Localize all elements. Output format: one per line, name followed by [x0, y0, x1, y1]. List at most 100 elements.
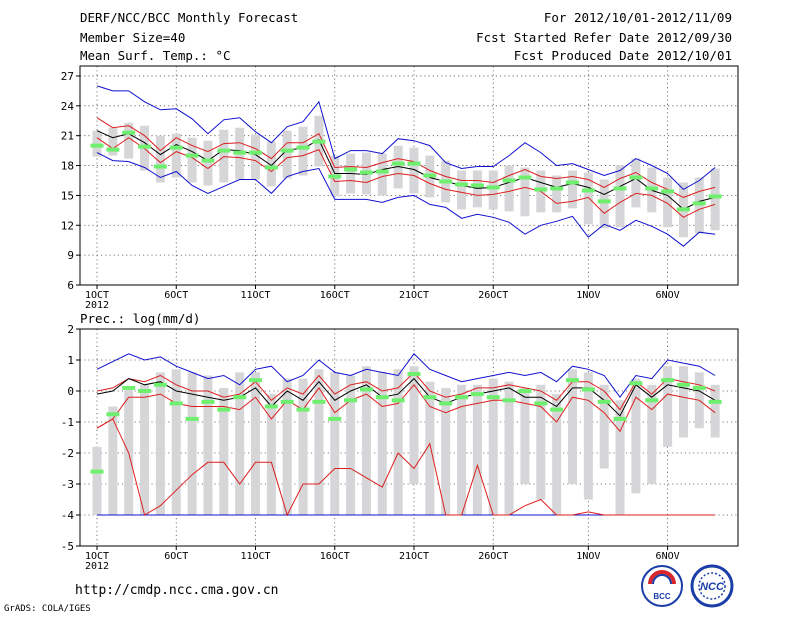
prec-obs-day-34 — [613, 416, 627, 421]
prec-box-day-18 — [361, 366, 371, 515]
prec-obs-day-22 — [423, 395, 437, 400]
prec-box-day-30 — [552, 394, 562, 515]
temp-xtick-sublabel: 2012 — [85, 300, 109, 311]
prec-box-day-19 — [377, 372, 387, 515]
prec-obs-day-23 — [439, 401, 453, 406]
temp-box-day-11 — [251, 134, 260, 180]
temp-frame — [79, 65, 739, 286]
variable-label: Mean Surf. Temp.: °C — [80, 48, 231, 63]
temp-obs-day-10 — [233, 150, 247, 155]
prec-xtick-label: 21OCT — [399, 551, 429, 562]
prec-obs-day-11 — [249, 378, 262, 383]
temp-ytick-label: 18 — [61, 160, 74, 173]
prec-obs-day-19 — [375, 395, 389, 400]
prec-obs-day-18 — [359, 387, 373, 392]
temp-obs-day-11 — [249, 150, 262, 155]
prec-box-day-7 — [187, 372, 197, 515]
temp-obs-day-14 — [296, 145, 310, 150]
prec-lower-extreme-spread-line — [96, 418, 716, 517]
temp-obs-day-5 — [153, 164, 167, 169]
temp-obs-day-21 — [407, 161, 421, 166]
temp-box-day-8 — [203, 140, 213, 186]
temp-obs-day-33 — [597, 199, 611, 204]
ncc-logo: NCC — [690, 564, 734, 608]
source-url[interactable]: http://cmdp.ncc.cma.gov.cn — [75, 583, 279, 598]
temp-box-day-24 — [457, 170, 467, 210]
temp-obs-day-19 — [375, 169, 389, 174]
prec-box-day-31 — [568, 369, 577, 484]
temp-maximum-line — [96, 85, 716, 191]
fcst-produced-date: Fcst Produced Date 2012/10/01 — [513, 48, 732, 63]
temp-obs-day-9 — [217, 148, 231, 153]
temp-ytick-label: 15 — [61, 189, 74, 202]
prec-obs-day-3 — [122, 385, 136, 390]
temp-obs-day-2 — [106, 147, 120, 152]
member-size: Member Size=40 — [80, 30, 186, 45]
grads-credit: GrADS: COLA/IGES — [4, 604, 91, 614]
prec-ytick-label: -4 — [61, 509, 75, 522]
prec-obs-day-5 — [153, 382, 167, 387]
prec-box-day-35 — [631, 378, 641, 494]
temp-obs-day-28 — [518, 175, 532, 180]
prec-box-day-20 — [393, 369, 403, 515]
temp-box-day-40 — [710, 168, 720, 231]
prec-box-day-24 — [457, 384, 467, 515]
temp-ytick-label: 21 — [61, 130, 74, 143]
temp-box-day-9 — [219, 129, 229, 183]
temp-box-day-14 — [298, 126, 308, 176]
prec-obs-day-32 — [581, 387, 595, 392]
prec-xtick-label: 1OCT — [85, 551, 109, 562]
prec-obs-day-27 — [502, 398, 516, 403]
prec-maximum-line — [96, 353, 716, 399]
temp-box-day-25 — [472, 170, 482, 208]
prec-ytick-label: -5 — [61, 540, 74, 553]
prec-box-day-9 — [219, 387, 229, 515]
temp-obs-day-15 — [312, 139, 326, 144]
bcc-logo-text: BCC — [653, 592, 671, 601]
prec-xtick-label: 16OCT — [320, 551, 350, 562]
prec-ytick-label: 0 — [67, 385, 74, 398]
temp-lower-spread-line — [96, 137, 716, 218]
temp-obs-day-4 — [138, 144, 152, 149]
temp-obs-day-40 — [708, 194, 722, 199]
temp-obs-day-3 — [122, 130, 136, 135]
prec-obs-day-17 — [344, 398, 358, 403]
temp-xtick-label: 6OCT — [164, 290, 188, 301]
prec-obs-day-38 — [676, 382, 690, 387]
prec-obs-day-2 — [106, 412, 120, 417]
temp-ytick-label: 24 — [61, 100, 75, 113]
temp-obs-day-36 — [645, 186, 659, 191]
prec-box-day-28 — [520, 387, 530, 484]
temp-box-day-27 — [504, 165, 514, 212]
prec-ytick-label: 2 — [67, 323, 74, 336]
temp-obs-day-6 — [169, 145, 183, 150]
temp-box-day-35 — [631, 158, 641, 208]
temp-obs-day-24 — [455, 182, 469, 187]
prec-xtick-sublabel: 2012 — [85, 561, 109, 572]
prec-box-day-13 — [282, 378, 292, 515]
temp-obs-day-34 — [613, 186, 627, 191]
temp-obs-day-29 — [534, 187, 548, 192]
prec-lower-spread-line — [96, 383, 716, 433]
prec-obs-day-20 — [391, 398, 405, 403]
prec-box-day-10 — [235, 372, 245, 515]
temp-obs-day-30 — [550, 186, 564, 191]
prec-box-day-3 — [124, 387, 134, 515]
temp-box-day-7 — [187, 137, 197, 183]
prec-median-line — [96, 377, 716, 417]
prec-obs-day-24 — [455, 395, 469, 400]
prec-obs-day-21 — [407, 371, 421, 376]
prec-box-day-15 — [314, 369, 324, 515]
prec-box-day-25 — [472, 384, 482, 515]
temp-xtick-label: 1NOV — [576, 290, 600, 301]
temp-ytick-label: 27 — [61, 70, 74, 83]
temp-obs-day-13 — [280, 148, 294, 153]
temp-obs-day-18 — [359, 170, 373, 175]
temp-obs-day-12 — [264, 165, 278, 170]
temp-xtick-label: 26OCT — [478, 290, 508, 301]
prec-box-day-8 — [203, 375, 213, 515]
temp-median-line — [96, 130, 716, 210]
